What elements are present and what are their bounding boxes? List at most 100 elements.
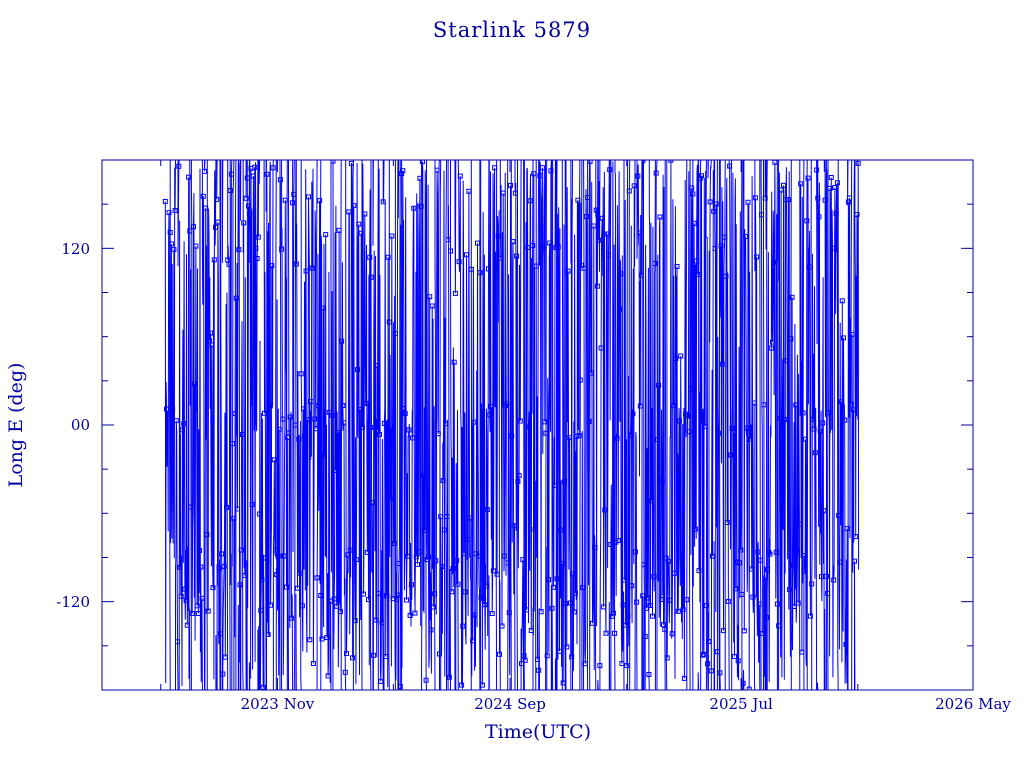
series-line (401, 160, 423, 669)
data-point (172, 208, 178, 214)
series-line (666, 160, 688, 679)
data-point (263, 555, 269, 561)
data-point (445, 237, 451, 243)
data-point (377, 431, 382, 437)
data-point (661, 622, 666, 628)
series-line (583, 160, 589, 690)
series-line (510, 160, 516, 690)
data-point (194, 603, 200, 609)
data-point (592, 545, 598, 551)
series-line (719, 160, 726, 631)
y-tick-label: 00 (71, 416, 90, 434)
data-point (606, 252, 611, 258)
data-point (430, 604, 436, 610)
data-point (235, 506, 240, 512)
data-point (417, 175, 423, 181)
data-point (565, 268, 571, 274)
data-point (599, 215, 605, 221)
series-line (686, 171, 691, 690)
data-point (516, 473, 522, 479)
data-point (694, 258, 700, 264)
data-point (270, 165, 276, 171)
data-point (495, 233, 501, 239)
data-point (777, 416, 783, 421)
data-point (801, 553, 807, 558)
data-point (751, 400, 757, 406)
data-point (522, 657, 528, 663)
series-line (496, 160, 501, 690)
data-point (178, 593, 184, 599)
data-point (706, 639, 712, 644)
data-point (465, 536, 471, 542)
series-line (641, 160, 644, 690)
data-point (575, 197, 581, 203)
series-line (222, 292, 229, 690)
data-point (816, 214, 822, 220)
series-line (446, 419, 449, 690)
data-point (209, 342, 215, 348)
series-line (692, 160, 699, 587)
series-line (164, 201, 171, 690)
data-point (792, 604, 797, 609)
data-point (423, 677, 429, 683)
data-point (384, 593, 390, 599)
data-point (716, 430, 722, 436)
data-point (493, 263, 499, 269)
data-point (236, 247, 242, 253)
data-point (319, 636, 325, 642)
data-point (796, 521, 802, 527)
data-point (725, 598, 731, 604)
series-line (457, 160, 472, 690)
data-point (640, 593, 646, 599)
series-line (664, 160, 668, 690)
data-point (219, 551, 225, 557)
series-line (370, 160, 374, 690)
series-line (718, 160, 721, 690)
data-point (724, 520, 730, 525)
data-point (531, 171, 537, 177)
data-point (404, 597, 409, 603)
data-point (467, 515, 473, 521)
data-point (696, 568, 702, 574)
data-point (679, 553, 685, 559)
series-line (778, 160, 792, 690)
data-point (334, 603, 340, 609)
series-line (517, 160, 522, 569)
series-line (806, 160, 813, 690)
data-point (804, 218, 810, 224)
series-line (201, 160, 205, 690)
data-point (237, 582, 243, 588)
series-line (581, 431, 585, 690)
series-line (233, 160, 237, 690)
data-point (748, 436, 753, 442)
series-line (238, 160, 241, 690)
series-line (455, 410, 459, 690)
data-point (483, 583, 489, 589)
data-point (199, 595, 205, 601)
data-point (528, 628, 534, 633)
data-point (173, 418, 179, 424)
data-point (810, 416, 816, 422)
series-line (614, 160, 625, 690)
data-point (512, 190, 518, 196)
series-line (629, 160, 636, 690)
series-line (499, 160, 509, 627)
data-point (456, 259, 462, 265)
data-point (610, 610, 616, 616)
data-point (500, 190, 506, 196)
data-point (296, 436, 302, 442)
data-point (798, 181, 804, 187)
data-point (227, 188, 233, 193)
data-point (486, 266, 491, 272)
data-point (434, 167, 440, 173)
data-point (308, 399, 314, 405)
data-point (166, 210, 172, 216)
x-tick-labels: 2023 Nov 2024 Sep 2025 Jul 2026 May (241, 695, 1012, 713)
data-point (623, 622, 629, 628)
data-point (648, 498, 654, 504)
data-point (730, 426, 736, 432)
data-point (566, 435, 572, 441)
data-point (335, 430, 341, 435)
data-point (807, 613, 813, 619)
data-point (602, 507, 608, 513)
